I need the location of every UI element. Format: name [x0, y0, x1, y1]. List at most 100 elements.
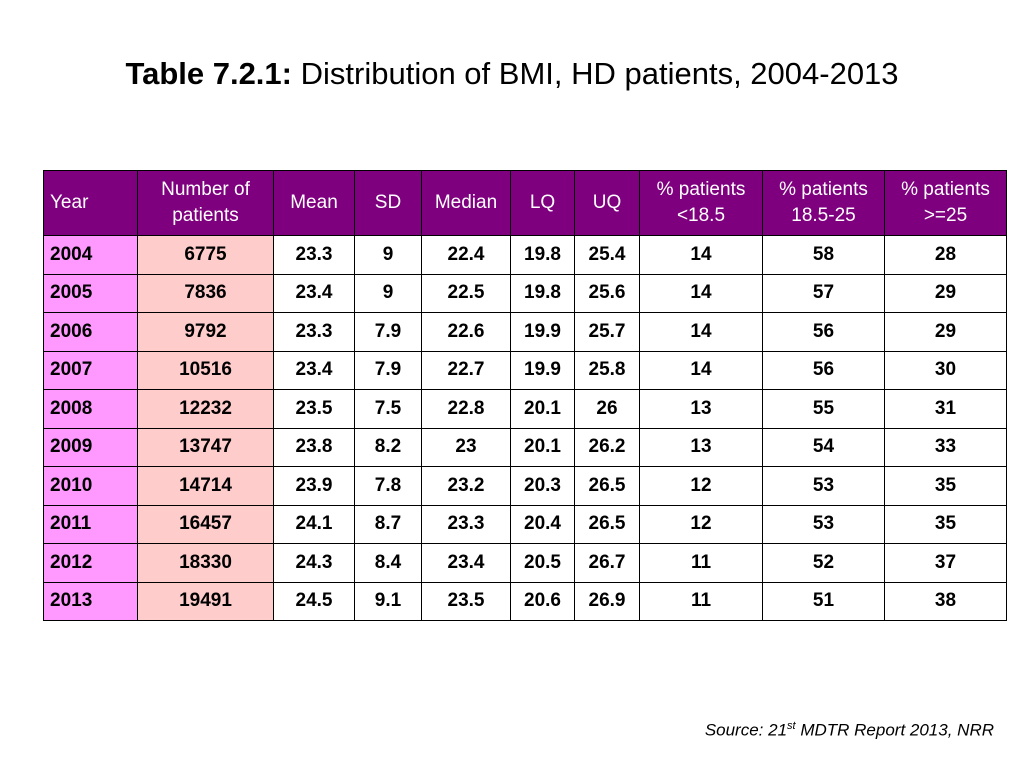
- table-row: 2011 16457 24.1 8.7 23.3 20.4 26.5 12 53 35: [43, 504, 1007, 544]
- cell-year: 2005: [43, 273, 138, 313]
- cell-pct-18-5-25: 52: [762, 543, 885, 583]
- cell-uq: 26.5: [574, 466, 640, 506]
- cell-lq: 20.5: [510, 543, 575, 583]
- cell-median: 23: [421, 427, 511, 467]
- cell-uq: 25.7: [574, 312, 640, 352]
- cell-lq: 20.1: [510, 427, 575, 467]
- cell-sd: 8.7: [354, 504, 422, 544]
- cell-mean: 23.3: [273, 312, 355, 352]
- source-superscript: st: [787, 720, 796, 732]
- cell-year: 2011: [43, 504, 138, 544]
- cell-number-of-patients: 12232: [137, 389, 274, 429]
- cell-lq: 20.3: [510, 466, 575, 506]
- header-lq: LQ: [510, 170, 575, 236]
- cell-sd: 7.9: [354, 350, 422, 390]
- cell-pct-under-18-5: 13: [639, 389, 763, 429]
- cell-median: 22.6: [421, 312, 511, 352]
- cell-mean: 23.9: [273, 466, 355, 506]
- header-pct-25-plus: % patients >=25: [884, 170, 1007, 236]
- cell-pct-25-plus: 31: [884, 389, 1007, 429]
- cell-pct-25-plus: 35: [884, 504, 1007, 544]
- cell-sd: 7.9: [354, 312, 422, 352]
- cell-lq: 20.1: [510, 389, 575, 429]
- cell-lq: 20.4: [510, 504, 575, 544]
- cell-year: 2007: [43, 350, 138, 390]
- cell-pct-under-18-5: 14: [639, 312, 763, 352]
- table-number-label: Table 7.2.1:: [125, 56, 292, 91]
- cell-lq: 20.6: [510, 581, 575, 621]
- header-pct-under-18-5: % patients <18.5: [639, 170, 763, 236]
- table-row: 2004 6775 23.3 9 22.4 19.8 25.4 14 58 28: [43, 235, 1007, 275]
- cell-year: 2004: [43, 235, 138, 275]
- header-mean: Mean: [273, 170, 355, 236]
- cell-pct-under-18-5: 14: [639, 235, 763, 275]
- cell-mean: 23.4: [273, 273, 355, 313]
- cell-median: 23.3: [421, 504, 511, 544]
- table-row: 2013 19491 24.5 9.1 23.5 20.6 26.9 11 51 38: [43, 581, 1007, 621]
- cell-mean: 24.1: [273, 504, 355, 544]
- cell-median: 23.4: [421, 543, 511, 583]
- cell-pct-25-plus: 29: [884, 312, 1007, 352]
- cell-year: 2012: [43, 543, 138, 583]
- header-pct-18-5-25: % patients 18.5-25: [762, 170, 885, 236]
- cell-mean: 23.8: [273, 427, 355, 467]
- cell-pct-25-plus: 33: [884, 427, 1007, 467]
- header-year: Year: [43, 170, 138, 236]
- table-row: 2008 12232 23.5 7.5 22.8 20.1 26 13 55 31: [43, 389, 1007, 429]
- cell-number-of-patients: 6775: [137, 235, 274, 275]
- table-row: 2005 7836 23.4 9 22.5 19.8 25.6 14 57 29: [43, 273, 1007, 313]
- cell-pct-18-5-25: 53: [762, 466, 885, 506]
- table-body: 2004 6775 23.3 9 22.4 19.8 25.4 14 58 28 2005 7836 2…: [43, 235, 1007, 621]
- table-row: 2007 10516 23.4 7.9 22.7 19.9 25.8 14 56 30: [43, 350, 1007, 390]
- cell-mean: 24.5: [273, 581, 355, 621]
- source-suffix: MDTR Report 2013, NRR: [795, 720, 994, 740]
- cell-mean: 23.3: [273, 235, 355, 275]
- cell-pct-under-18-5: 12: [639, 466, 763, 506]
- cell-sd: 8.2: [354, 427, 422, 467]
- cell-number-of-patients: 10516: [137, 350, 274, 390]
- cell-year: 2013: [43, 581, 138, 621]
- cell-uq: 25.8: [574, 350, 640, 390]
- cell-pct-under-18-5: 14: [639, 273, 763, 313]
- cell-pct-25-plus: 28: [884, 235, 1007, 275]
- cell-sd: 8.4: [354, 543, 422, 583]
- cell-median: 22.4: [421, 235, 511, 275]
- cell-sd: 9.1: [354, 581, 422, 621]
- cell-mean: 23.4: [273, 350, 355, 390]
- cell-pct-18-5-25: 54: [762, 427, 885, 467]
- cell-pct-18-5-25: 58: [762, 235, 885, 275]
- cell-uq: 26: [574, 389, 640, 429]
- cell-year: 2009: [43, 427, 138, 467]
- cell-uq: 26.9: [574, 581, 640, 621]
- header-sd: SD: [354, 170, 422, 236]
- table-row: 2006 9792 23.3 7.9 22.6 19.9 25.7 14 56 29: [43, 312, 1007, 352]
- cell-number-of-patients: 18330: [137, 543, 274, 583]
- page-title: Table 7.2.1: Distribution of BMI, HD pat…: [0, 52, 1024, 96]
- cell-pct-under-18-5: 12: [639, 504, 763, 544]
- cell-pct-25-plus: 38: [884, 581, 1007, 621]
- cell-uq: 26.5: [574, 504, 640, 544]
- source-note: Source: 21st MDTR Report 2013, NRR: [705, 720, 994, 741]
- cell-year: 2006: [43, 312, 138, 352]
- cell-pct-under-18-5: 11: [639, 581, 763, 621]
- table-row: 2012 18330 24.3 8.4 23.4 20.5 26.7 11 52 37: [43, 543, 1007, 583]
- cell-pct-25-plus: 30: [884, 350, 1007, 390]
- cell-median: 23.2: [421, 466, 511, 506]
- table-row: 2010 14714 23.9 7.8 23.2 20.3 26.5 12 53 35: [43, 466, 1007, 506]
- cell-year: 2010: [43, 466, 138, 506]
- cell-pct-18-5-25: 55: [762, 389, 885, 429]
- table-row: 2009 13747 23.8 8.2 23 20.1 26.2 13 54 33: [43, 427, 1007, 467]
- source-prefix: Source: 21: [704, 720, 788, 740]
- cell-uq: 26.7: [574, 543, 640, 583]
- cell-lq: 19.9: [510, 350, 575, 390]
- cell-number-of-patients: 19491: [137, 581, 274, 621]
- cell-pct-18-5-25: 51: [762, 581, 885, 621]
- cell-pct-18-5-25: 53: [762, 504, 885, 544]
- cell-median: 22.7: [421, 350, 511, 390]
- cell-mean: 23.5: [273, 389, 355, 429]
- cell-uq: 26.2: [574, 427, 640, 467]
- cell-number-of-patients: 13747: [137, 427, 274, 467]
- cell-median: 22.5: [421, 273, 511, 313]
- cell-pct-under-18-5: 13: [639, 427, 763, 467]
- cell-median: 22.8: [421, 389, 511, 429]
